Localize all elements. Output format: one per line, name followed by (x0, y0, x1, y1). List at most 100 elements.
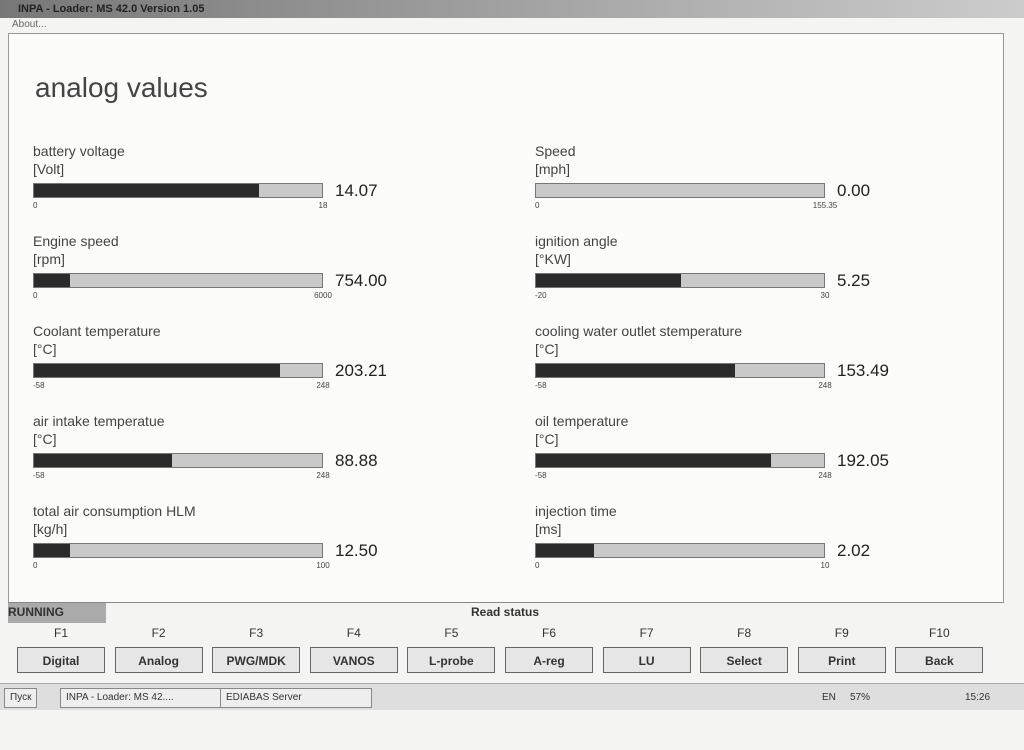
gauge-label: cooling water outlet stemperature (535, 323, 742, 339)
gauge-fill (34, 184, 260, 197)
gauge-min: -58 (33, 381, 45, 390)
heading: analog values (35, 72, 208, 103)
gauge-min: -58 (33, 471, 45, 480)
gauge-track (535, 453, 825, 468)
function-key: F1 (53, 626, 68, 640)
gauge-value: 12.50 (335, 541, 378, 560)
gauge-unit: [°C] (33, 431, 57, 447)
function-key: F9 (834, 626, 849, 640)
gauge-label: ignition angle (535, 233, 618, 249)
function-key: F2 (151, 626, 166, 640)
battery: 57% (850, 692, 871, 703)
gauge-min: -58 (535, 471, 547, 480)
function-key: F8 (737, 626, 752, 640)
gauge-value: 2.02 (837, 541, 871, 560)
function-key: F5 (444, 626, 459, 640)
gauge-fill (34, 544, 70, 557)
gauge-track (535, 543, 825, 558)
function-button[interactable]: Select (700, 647, 789, 673)
gauge-label: air intake temperatue (33, 413, 165, 429)
gauge-max: 6000 (314, 291, 332, 300)
status-message: Read status (470, 605, 540, 619)
gauge-unit: [°KW] (535, 251, 571, 267)
gauge-label: Speed (535, 143, 576, 159)
gauge-max: 30 (820, 291, 830, 300)
gauge-label: oil temperature (535, 413, 629, 429)
gauge-fill (536, 274, 682, 287)
function-key: F6 (541, 626, 556, 640)
gauge-min: 0 (535, 201, 540, 210)
language[interactable]: EN (822, 692, 836, 703)
function-key: F7 (639, 626, 654, 640)
gauge-min: 0 (33, 561, 38, 570)
gauge-track (535, 183, 825, 198)
gauge-label: injection time (535, 503, 617, 519)
gauge-min: -20 (535, 291, 547, 300)
gauge-fill (34, 364, 280, 377)
gauge-unit: [°C] (535, 431, 559, 447)
status-bar: RUNNING Read status (8, 602, 1002, 623)
gauge-unit: [ms] (535, 521, 562, 537)
function-key: F3 (249, 626, 264, 640)
function-button[interactable]: LU (602, 647, 691, 673)
gauge-min: 0 (33, 201, 38, 210)
gauge-track (33, 363, 323, 378)
gauge-max: 248 (316, 381, 330, 390)
task-button[interactable]: EDIABAS Server (220, 688, 372, 708)
gauge-fill (34, 454, 173, 467)
gauge-fill (536, 364, 736, 377)
panel (8, 33, 1004, 603)
function-key: F10 (929, 626, 950, 640)
gauge-unit: [rpm] (33, 251, 65, 267)
gauge-min: 0 (535, 561, 540, 570)
gauge-max: 155.35 (812, 201, 838, 210)
function-button[interactable]: Print (797, 647, 886, 673)
function-button[interactable]: PWG/MDK (212, 647, 301, 673)
gauge-unit: [kg/h] (33, 521, 68, 537)
gauge-unit: [°C] (535, 341, 559, 357)
function-button[interactable]: Back (895, 647, 984, 673)
window-title: INPA - Loader: MS 42.0 Version 1.05 (0, 0, 1024, 18)
gauge-track (535, 273, 825, 288)
gauge-track (33, 453, 323, 468)
gauge-value: 192.05 (837, 451, 889, 470)
gauge-fill (536, 454, 772, 467)
clock: 15:26 (965, 692, 991, 703)
gauge-fill (536, 544, 595, 557)
gauge-unit: [mph] (535, 161, 571, 177)
function-button[interactable]: Digital (17, 647, 105, 673)
gauge-value: 0.00 (837, 181, 871, 200)
function-button[interactable]: L-probe (407, 647, 496, 673)
gauge-track (33, 273, 323, 288)
start-button[interactable]: Пуск (4, 688, 38, 708)
gauge-track (33, 183, 323, 198)
gauge-value: 153.49 (837, 361, 889, 380)
gauge-fill (34, 274, 71, 287)
gauge-track (535, 363, 825, 378)
gauge-value: 88.88 (335, 451, 378, 470)
gauge-max: 100 (316, 561, 330, 570)
function-key: F4 (346, 626, 361, 640)
gauge-unit: [°C] (33, 341, 57, 357)
menu-item[interactable]: About... (12, 19, 47, 30)
gauge-label: Coolant temperature (33, 323, 161, 339)
function-button[interactable]: Analog (114, 647, 203, 673)
gauge-max: 248 (818, 471, 832, 480)
gauge-min: 0 (33, 291, 38, 300)
status-state: RUNNING (8, 603, 106, 623)
taskbar: Пуск INPA - Loader: MS 42.... EDIABAS Se… (0, 683, 1024, 710)
gauge-max: 248 (818, 381, 832, 390)
gauge-min: -58 (535, 381, 547, 390)
task-button[interactable]: INPA - Loader: MS 42.... (60, 688, 222, 708)
gauge-max: 10 (820, 561, 830, 570)
gauge-value: 754.00 (335, 271, 387, 290)
function-button[interactable]: VANOS (309, 647, 398, 673)
gauge-max: 18 (318, 201, 328, 210)
gauge-track (33, 543, 323, 558)
gauge-unit: [Volt] (33, 161, 65, 177)
gauge-label: battery voltage (33, 143, 125, 159)
gauge-label: Engine speed (33, 233, 119, 249)
gauge-max: 248 (316, 471, 330, 480)
function-button[interactable]: A-reg (505, 647, 593, 673)
